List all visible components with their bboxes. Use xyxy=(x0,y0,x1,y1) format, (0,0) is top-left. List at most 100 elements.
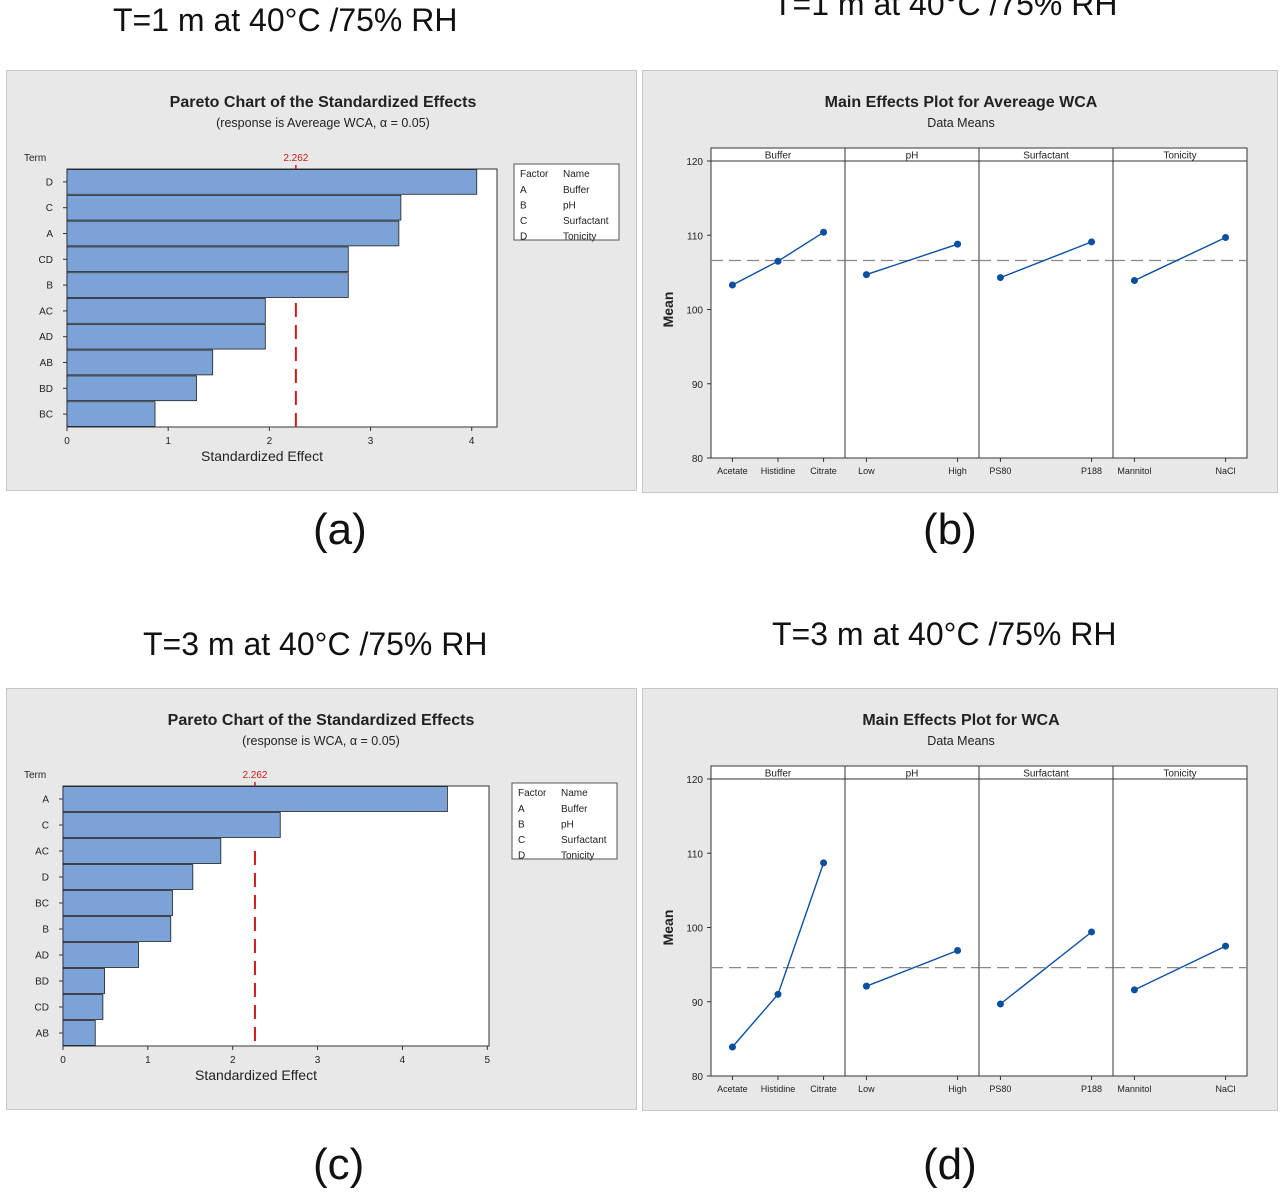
legend-factor: A xyxy=(520,185,527,196)
effect-line-tonicity xyxy=(1134,945,1226,991)
x-tick-label: 0 xyxy=(64,436,70,447)
y-tick-label: 120 xyxy=(686,157,703,168)
bar-d xyxy=(62,864,194,890)
panel-label-tonicity: Tonicity xyxy=(1163,769,1196,780)
caption-c: (c) xyxy=(313,1140,365,1189)
point-tonicity-nacl xyxy=(1222,233,1230,241)
point-ph-low xyxy=(862,982,870,990)
point-tonicity-nacl xyxy=(1222,942,1230,950)
caption-b: (b) xyxy=(923,505,977,554)
y-axis-label: Term xyxy=(24,770,46,781)
point-ph-high xyxy=(954,947,962,955)
caption-d: (d) xyxy=(923,1140,977,1189)
x-tick-label: 1 xyxy=(145,1055,151,1066)
panel-plot-tonicity xyxy=(1112,160,1248,459)
x-tick-label-ps80: PS80 xyxy=(989,466,1011,476)
panel-label-buffer: Buffer xyxy=(765,151,792,162)
point-buffer-histidine xyxy=(774,257,782,265)
bar-ac xyxy=(66,298,266,324)
y-axis-label: Term xyxy=(24,153,46,164)
legend-name: pH xyxy=(563,201,576,212)
term-label-ac: AC xyxy=(35,847,49,858)
legend-box xyxy=(513,163,620,241)
point-tonicity-mannitol xyxy=(1130,986,1138,994)
legend-factor: C xyxy=(518,835,525,846)
legend-name: Tonicity xyxy=(561,851,594,862)
x-tick-label-mannitol: Mannitol xyxy=(1117,466,1151,476)
panel-plot-ph xyxy=(844,778,980,1077)
legend-header-name: Name xyxy=(561,788,588,799)
y-tick-label: 90 xyxy=(692,380,704,391)
header-c: T=3 m at 40°C /75% RH xyxy=(143,626,488,662)
x-tick-label-high: High xyxy=(948,466,967,476)
legend-header-factor: Factor xyxy=(520,169,549,180)
effect-line-surfactant xyxy=(999,931,1093,1005)
point-ph-low xyxy=(862,271,870,279)
x-tick-label-high: High xyxy=(948,1084,967,1094)
term-label-b: B xyxy=(42,925,49,936)
x-tick-label-mannitol: Mannitol xyxy=(1117,1084,1151,1094)
term-label-ab: AB xyxy=(36,1029,50,1040)
legend-header-name: Name xyxy=(563,169,590,180)
bar-bd xyxy=(62,968,105,994)
chart-title: Main Effects Plot for Avereage WCA xyxy=(825,94,1098,111)
caption-a: (a) xyxy=(313,505,367,554)
legend-factor: C xyxy=(520,216,527,227)
legend-header-factor: Factor xyxy=(518,788,547,799)
chart-title: Main Effects Plot for WCA xyxy=(862,712,1060,729)
term-label-d: D xyxy=(42,873,49,884)
x-tick-label-nacl: NaCl xyxy=(1216,466,1236,476)
point-tonicity-mannitol xyxy=(1130,277,1138,285)
point-surfactant-p188 xyxy=(1088,928,1096,936)
x-tick-label-citrate: Citrate xyxy=(810,466,837,476)
point-buffer-citrate xyxy=(820,859,828,867)
term-label-ad: AD xyxy=(39,332,53,343)
y-tick-label: 80 xyxy=(692,454,704,465)
x-tick-label-histidine: Histidine xyxy=(761,1084,796,1094)
panel-label-ph: pH xyxy=(906,769,919,780)
panel-plot-buffer xyxy=(710,778,846,1077)
chart-subtitle: Data Means xyxy=(927,734,994,748)
x-tick-label: 2 xyxy=(230,1055,236,1066)
main-effects-chart-b: Main Effects Plot for Avereage WCA Data M… xyxy=(642,70,1278,493)
panel-label-surfactant: Surfactant xyxy=(1023,769,1069,780)
term-label-c: C xyxy=(46,203,53,214)
x-tick-label-ps80: PS80 xyxy=(989,1084,1011,1094)
legend-name: Surfactant xyxy=(561,835,607,846)
bar-ac xyxy=(62,838,222,864)
panel-plot-buffer xyxy=(710,160,846,459)
x-tick-label: 4 xyxy=(400,1055,406,1066)
panel-plot-surfactant xyxy=(978,778,1114,1077)
legend-factor: B xyxy=(520,201,527,212)
term-label-a: A xyxy=(42,795,49,806)
legend-factor: D xyxy=(520,232,527,243)
term-label-bc: BC xyxy=(39,410,53,421)
term-label-bd: BD xyxy=(35,977,49,988)
reference-label: 2.262 xyxy=(242,770,267,781)
legend-factor: B xyxy=(518,820,525,831)
bar-cd xyxy=(62,994,104,1020)
effect-line-ph xyxy=(866,243,958,276)
term-label-bc: BC xyxy=(35,899,49,910)
bar-ad xyxy=(62,942,139,968)
effect-line-surfactant xyxy=(1000,241,1092,279)
panel-label-surfactant: Surfactant xyxy=(1023,151,1069,162)
x-tick-label: 3 xyxy=(315,1055,321,1066)
y-tick-label: 80 xyxy=(692,1072,704,1083)
bar-ab xyxy=(62,1020,96,1046)
y-tick-label: 90 xyxy=(692,998,704,1009)
legend-factor: A xyxy=(518,804,525,815)
legend-factor: D xyxy=(518,851,525,862)
point-ph-high xyxy=(954,240,962,248)
y-axis-label: Mean xyxy=(660,292,676,328)
header-d: T=3 m at 40°C /75% RH xyxy=(772,616,1117,652)
reference-label: 2.262 xyxy=(283,153,308,164)
header-b: T=1 m at 40°C /75% RH xyxy=(773,0,1118,22)
point-buffer-acetate xyxy=(728,1043,736,1051)
x-tick-label-acetate: Acetate xyxy=(717,466,748,476)
bar-a xyxy=(62,786,448,812)
term-label-cd: CD xyxy=(35,1003,49,1014)
x-tick-label-p188: P188 xyxy=(1081,466,1102,476)
panel-label-ph: pH xyxy=(906,151,919,162)
bar-a xyxy=(66,220,400,247)
